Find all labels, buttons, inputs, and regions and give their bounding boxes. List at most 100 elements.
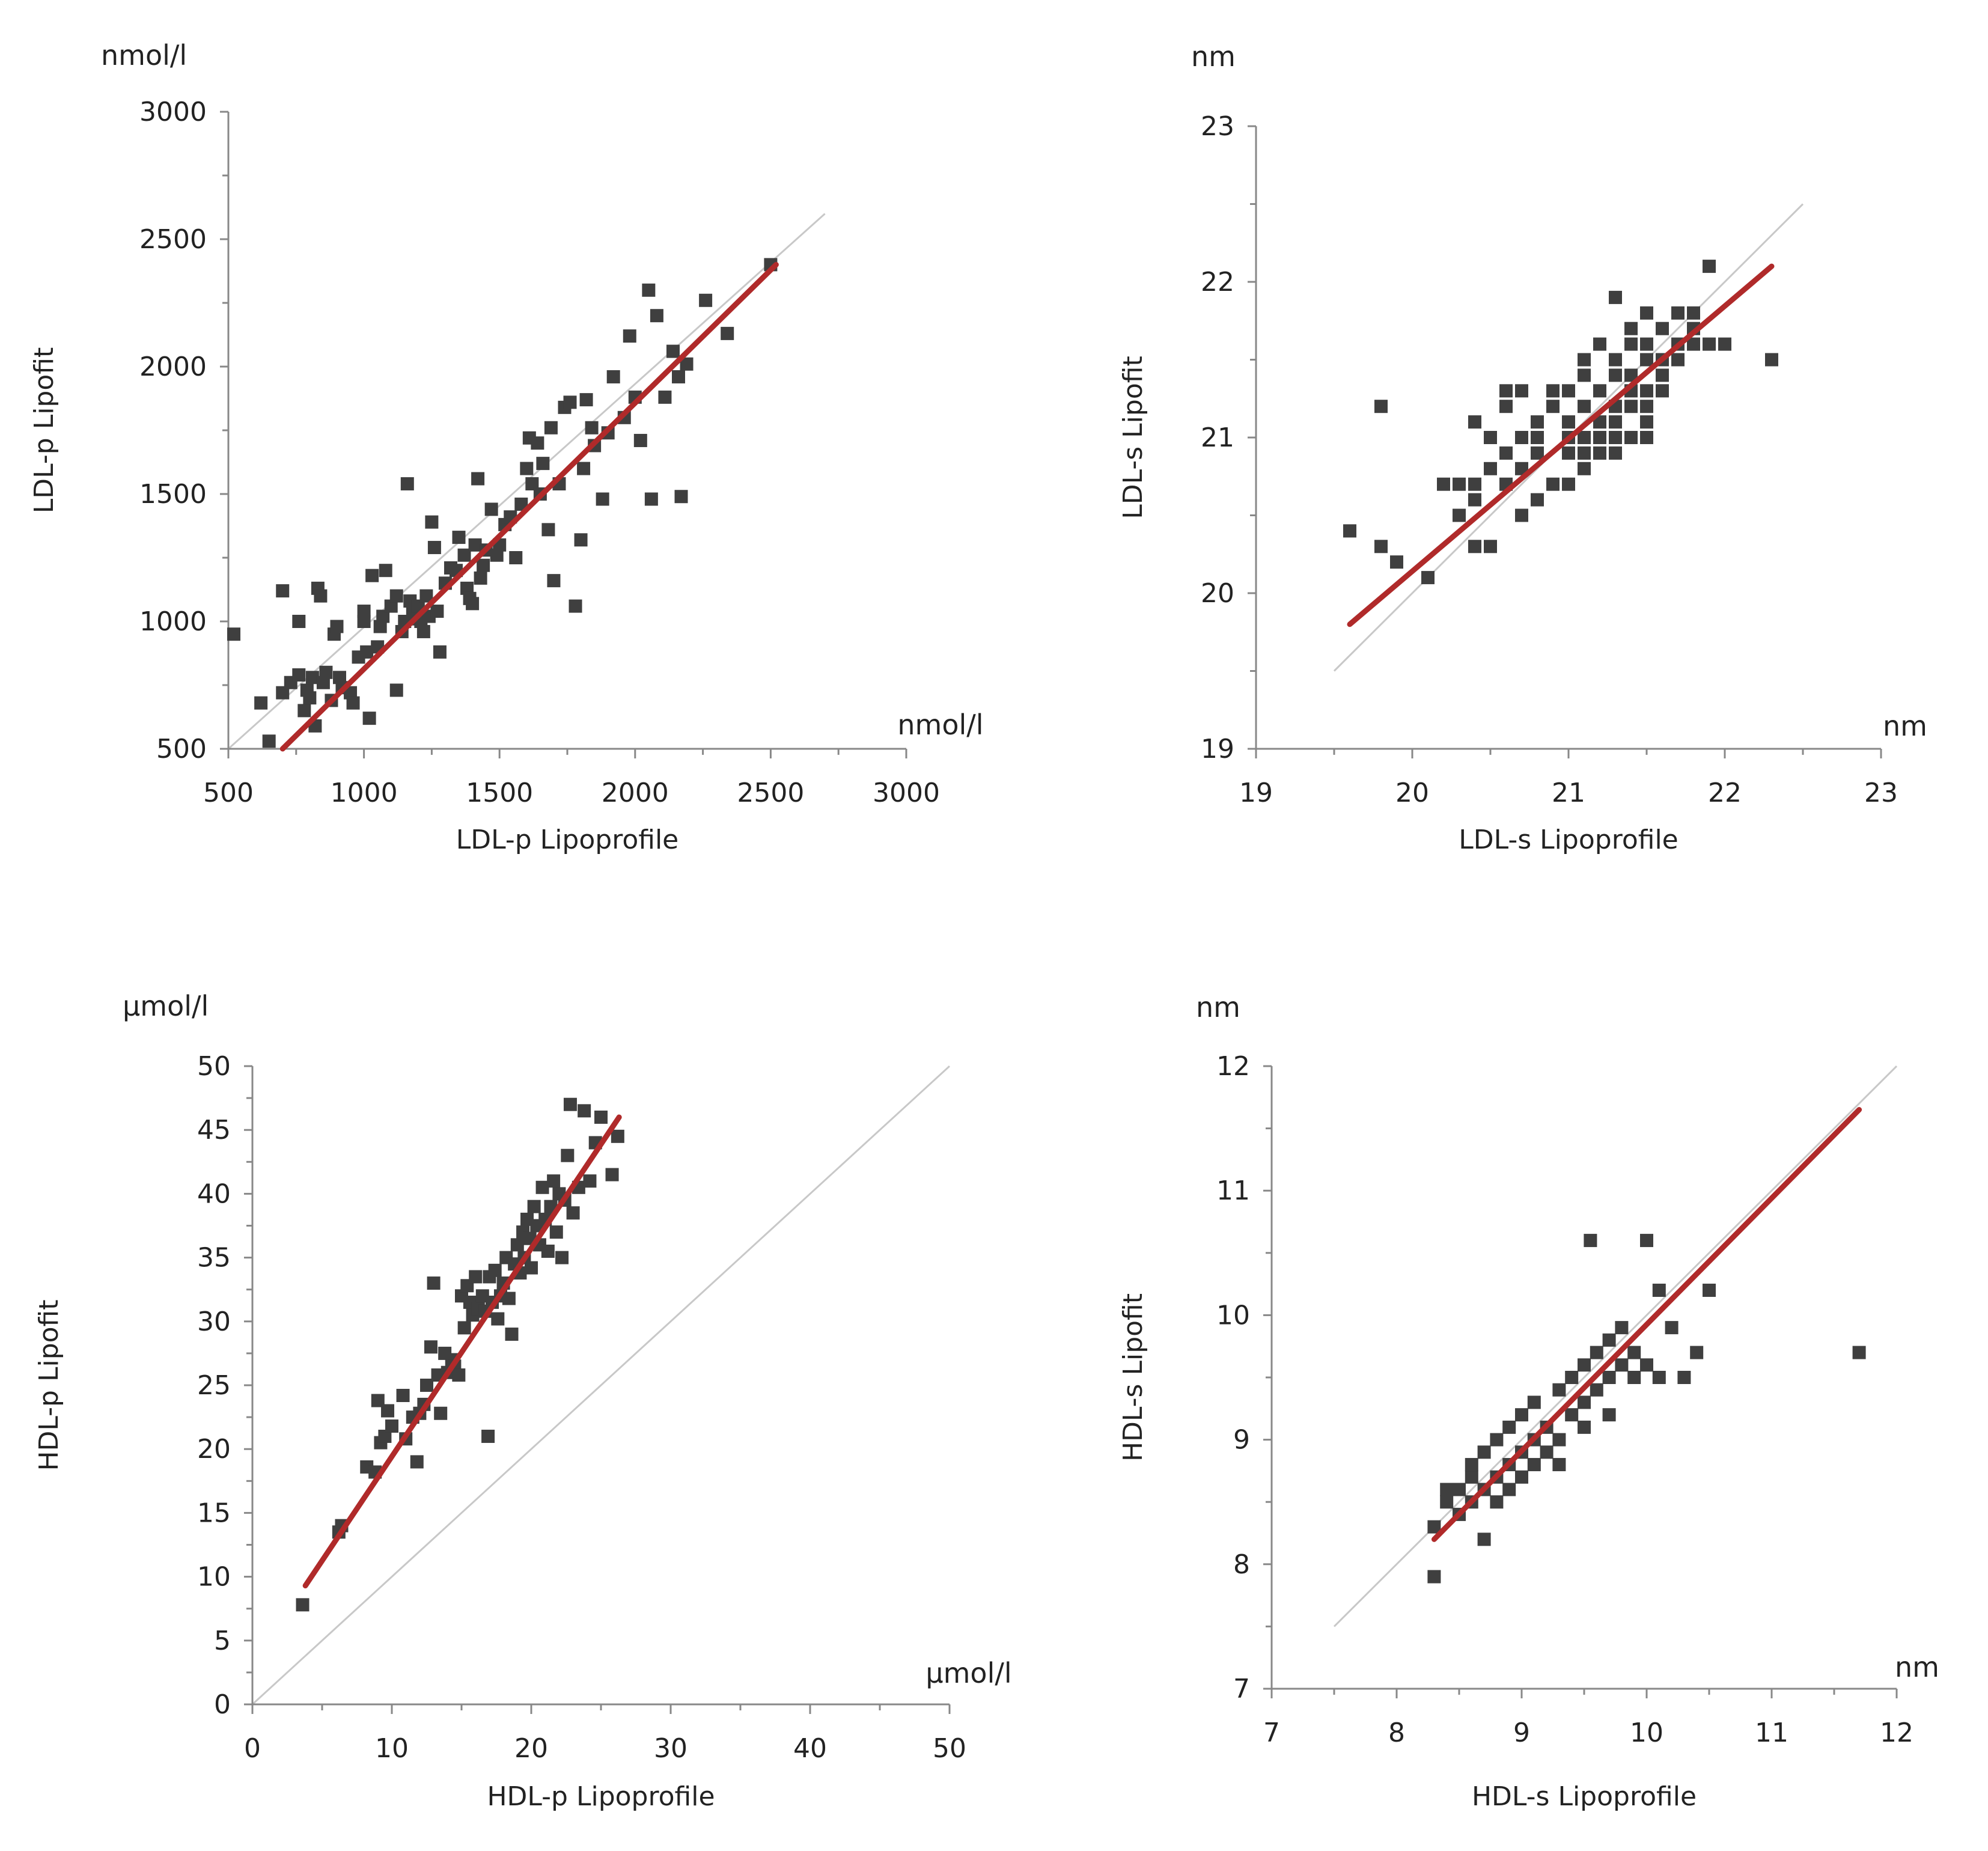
hdl-p-y-tick-label: 10 (197, 1562, 231, 1593)
hdl-p-identity-line (251, 1065, 951, 1706)
ldl-s-data-point (1703, 260, 1716, 273)
ldl-p-y-tick-label: 500 (156, 734, 207, 764)
ldl-s-data-point (1515, 431, 1528, 444)
ldl-s-data-point (1765, 353, 1778, 367)
ldl-p-data-point (276, 686, 290, 700)
hdl-p-y-tick-label: 40 (197, 1179, 231, 1209)
ldl-s-data-point (1703, 337, 1716, 351)
hdl-s-y-tick-label: 8 (1233, 1549, 1250, 1580)
ldl-s-x-tick-label: 23 (1864, 778, 1898, 808)
ldl-p-data-point (276, 584, 290, 598)
ldl-p-data-point (623, 329, 636, 343)
hdl-s-data-point (1502, 1483, 1516, 1496)
ldl-s-data-point (1687, 337, 1700, 351)
hdl-p-data-point (578, 1104, 591, 1118)
hdl-s-data-point (1440, 1495, 1454, 1509)
hdl-p-x-tick-label: 40 (793, 1733, 827, 1764)
ldl-s-data-point (1453, 508, 1466, 522)
hdl-p-x-axis-title: HDL-p Lipoprofile (487, 1781, 715, 1812)
hdl-p-data-point (566, 1206, 580, 1220)
hdl-s-y-unit-label: nm (1196, 991, 1240, 1023)
hdl-p-data-point (381, 1404, 395, 1418)
hdl-p-y-tick-label: 25 (197, 1370, 231, 1401)
ldl-p-data-point (477, 558, 490, 572)
ldl-p-data-point (585, 421, 599, 435)
hdl-s-y-tick-label: 12 (1216, 1051, 1250, 1082)
ldl-p-data-point (314, 589, 328, 603)
ldl-s-y-unit-label: nm (1191, 40, 1236, 73)
hdl-s-fit-line (1431, 1107, 1862, 1542)
ldl-s-data-point (1390, 555, 1403, 569)
ldl-s-y-tick-label: 20 (1201, 578, 1234, 609)
hdl-s-data-point (1652, 1371, 1666, 1384)
ldl-s-data-point (1562, 446, 1575, 460)
hdl-s-data-point (1527, 1458, 1541, 1472)
hdl-s-data-point (1627, 1371, 1641, 1384)
ldl-s-x-tick-label: 20 (1395, 778, 1429, 808)
ldl-s-data-point (1640, 384, 1653, 398)
hdl-p-data-point (434, 1406, 448, 1420)
hdl-p-data-point (505, 1328, 519, 1341)
ldl-s-data-point (1531, 446, 1544, 460)
ldl-s-x-axis-title: LDL-s Lipoprofile (1459, 825, 1679, 855)
ldl-s-data-point (1531, 415, 1544, 429)
hdl-s-x-axis-title: HDL-s Lipoprofile (1472, 1781, 1697, 1812)
ldl-s-data-point (1593, 446, 1606, 460)
ldl-s-y-tick-label: 23 (1201, 111, 1234, 142)
hdl-p-data-point (555, 1251, 569, 1264)
ldl-p-data-point (357, 615, 371, 628)
ldl-s-data-point (1468, 415, 1481, 429)
ldl-s-scatter-plot: 19 20 21 22 23 19 20 21 22 23 nm nm LDL-s Lipoprofil… (1118, 40, 1927, 855)
hdl-s-data-point (1590, 1346, 1603, 1359)
hdl-s-data-point (1565, 1408, 1579, 1422)
ldl-s-data-point (1578, 431, 1591, 444)
ldl-s-data-point (1515, 384, 1528, 398)
hdl-p-x-tick-label: 30 (654, 1733, 688, 1764)
ldl-p-data-point (633, 433, 647, 447)
hdl-p-y-tick-label: 15 (197, 1498, 231, 1528)
ldl-p-data-point (666, 344, 680, 358)
ldl-s-x-unit-label: nm (1883, 710, 1927, 742)
ldl-s-data-point (1546, 400, 1560, 413)
ldl-p-data-point (305, 671, 319, 685)
hdl-p-y-tick-label: 5 (214, 1626, 231, 1656)
ldl-p-data-point (474, 571, 487, 585)
ldl-s-data-point (1609, 446, 1622, 460)
hdl-s-data-point (1440, 1483, 1454, 1496)
ldl-s-x-tick-label: 21 (1552, 778, 1585, 808)
ldl-s-data-point (1546, 384, 1560, 398)
ldl-p-data-point (427, 541, 441, 555)
ldl-p-data-point (457, 548, 471, 562)
ldl-s-data-point (1515, 462, 1528, 475)
ldl-p-data-point (577, 462, 591, 475)
hdl-p-x-unit-label: µmol/l (925, 1657, 1011, 1689)
ldl-s-y-tick-label: 22 (1201, 267, 1234, 297)
hdl-p-fit-line (302, 1114, 622, 1588)
ldl-p-data-point (373, 620, 387, 633)
hdl-s-data-point (1640, 1234, 1653, 1248)
hdl-p-data-point (563, 1097, 577, 1111)
ldl-s-data-point (1562, 384, 1575, 398)
hdl-s-x-tick-label: 7 (1263, 1718, 1280, 1748)
ldl-s-data-point (1640, 353, 1653, 367)
ldl-s-data-point (1640, 337, 1653, 351)
ldl-p-data-point (384, 599, 398, 613)
ldl-p-data-point (642, 283, 656, 297)
hdl-s-data-point (1615, 1321, 1629, 1335)
hdl-p-data-point (424, 1340, 438, 1354)
ldl-s-data-point (1640, 306, 1653, 320)
ldl-p-data-point (644, 492, 658, 506)
hdl-p-scatter-plot: 0 10 20 30 40 50 0 5 10 15 20 25 30 35 40 45 50 µmol/l µmo… (34, 990, 1012, 1812)
ldl-p-y-tick-label: 2500 (139, 224, 207, 255)
ldl-p-data-point (227, 627, 241, 641)
hdl-p-x-tick-label: 20 (514, 1733, 548, 1764)
ldl-p-data-point (569, 599, 582, 613)
ldl-p-data-point (596, 492, 609, 506)
ldl-p-scatter-plot: 500 1000 1500 2000 2500 3000 500 1000 1500 2000 25… (29, 39, 984, 855)
ldl-s-data-point (1499, 446, 1513, 460)
hdl-s-data-point (1677, 1371, 1691, 1384)
hdl-p-data-point (427, 1276, 441, 1290)
ldl-p-y-tick-label: 1000 (139, 606, 207, 637)
ldl-p-data-point (419, 589, 433, 603)
ldl-p-x-tick-label: 2000 (602, 778, 669, 808)
